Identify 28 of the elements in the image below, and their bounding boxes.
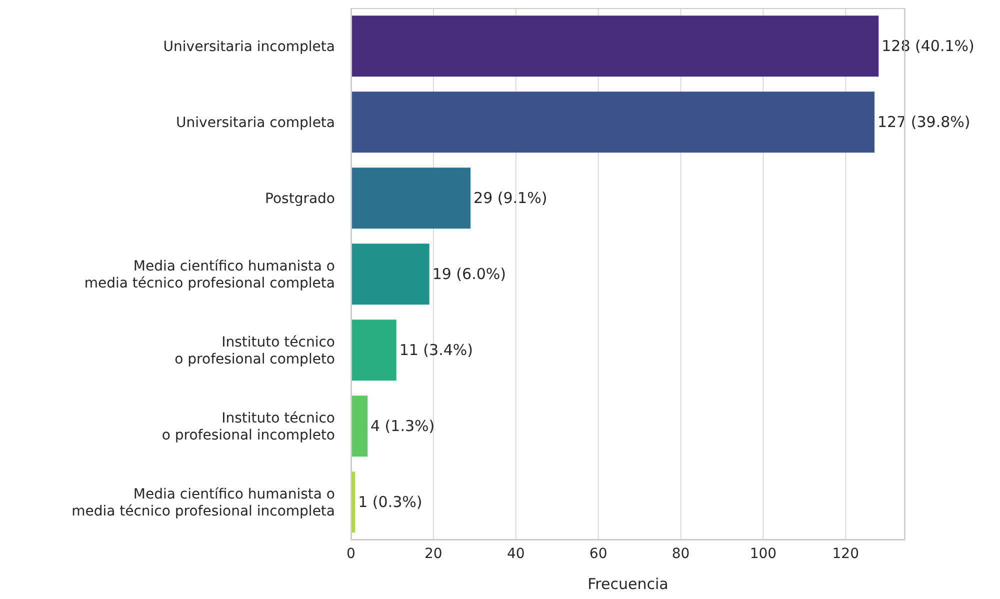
x-tick-label: 20 [424, 546, 442, 562]
data-label: 128 (40.1%) [882, 37, 974, 56]
x-tick-label: 40 [506, 546, 525, 562]
bar [351, 396, 368, 457]
y-tick-label: Universitaria completa [176, 115, 335, 131]
y-tick-label: Instituto técnico o profesional incompleto [162, 410, 335, 444]
x-tick-label: 120 [832, 546, 860, 562]
data-label: 11 (3.4%) [399, 341, 474, 360]
x-tick-label: 0 [346, 546, 356, 562]
data-label: 19 (6.0%) [432, 265, 506, 284]
data-label: 4 (1.3%) [370, 417, 435, 436]
bar [351, 16, 879, 77]
y-tick-label: Instituto técnico o profesional completo [174, 334, 335, 368]
data-label: 1 (0.3%) [358, 493, 422, 512]
bar [351, 244, 430, 305]
x-tick-label: 80 [672, 546, 690, 562]
bar [351, 92, 874, 153]
data-label: 127 (39.8%) [877, 113, 970, 132]
y-tick-label: Postgrado [265, 191, 335, 207]
y-tick-label: Universitaria incompleta [163, 39, 335, 55]
y-tick-label: Media científico humanista o media técnico profesional incompleta [72, 486, 335, 520]
bar [351, 168, 471, 229]
x-tick-label: 100 [750, 546, 777, 562]
y-tick-label: Media científico humanista o media técnico profesional completa [84, 258, 335, 292]
bar [351, 320, 396, 381]
data-label: 29 (9.1%) [474, 189, 548, 208]
x-tick-label: 60 [589, 546, 608, 562]
x-axis-title: Frecuencia [588, 575, 668, 593]
